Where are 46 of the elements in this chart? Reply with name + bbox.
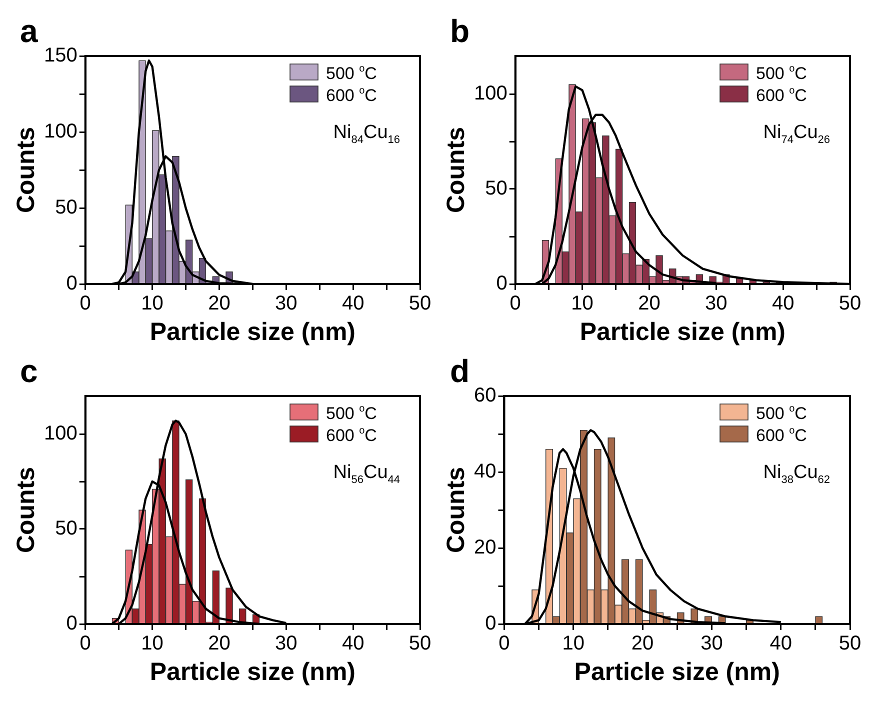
x-tick-label: 10 [571,292,594,315]
x-tick-label: 20 [208,632,230,655]
x-tick-label: 40 [770,632,792,655]
x-tick-label: 30 [700,632,723,655]
x-tick-label: 10 [141,632,164,655]
y-tick-label: 100 [474,82,508,105]
y-axis-title: Counts [442,466,470,554]
x-tick-label: 30 [275,292,298,315]
x-axis-title: Particle size (nm) [574,658,780,686]
y-axis-title: Counts [442,126,470,214]
y-tick-label: 150 [44,44,78,67]
x-tick-label: 30 [275,632,298,655]
x-axis-title: Particle size (nm) [580,318,786,346]
x-tick-label: 40 [772,292,794,315]
y-tick-label: 0 [66,272,78,295]
y-axis-title: Counts [12,466,40,554]
x-tick-label: 20 [208,292,230,315]
text: c [20,353,38,389]
x-tick-label: 50 [838,292,862,315]
y-tick-label: 50 [485,178,508,200]
x-tick-label: 20 [631,632,654,655]
y-tick-label: 60 [474,384,496,407]
x-tick-label: 20 [638,292,660,315]
text: b [450,13,470,49]
x-tick-label: 40 [342,292,364,315]
x-tick-label: 10 [562,632,585,655]
y-tick-label: 100 [44,120,78,143]
x-axis-title: Particle size (nm) [150,318,356,346]
y-axis-title: Counts [12,126,40,214]
x-tick-label: 10 [141,292,164,315]
x-tick-label: 50 [408,632,432,655]
y-tick-label: 50 [55,196,78,219]
text: a [20,13,38,49]
x-tick-label: 30 [705,292,728,315]
x-tick-label: 40 [342,632,364,655]
y-tick-label: 50 [55,518,78,540]
text: d [450,353,470,389]
y-tick-label: 0 [66,612,78,635]
y-tick-label: 100 [44,422,78,445]
y-tick-label: 20 [474,536,496,559]
x-tick-label: 50 [838,632,862,655]
x-tick-label: 50 [408,292,432,315]
y-tick-label: 40 [474,460,496,483]
y-tick-label: 0 [485,612,496,635]
y-tick-label: 0 [496,272,508,295]
x-axis-title: Particle size (nm) [150,658,356,686]
